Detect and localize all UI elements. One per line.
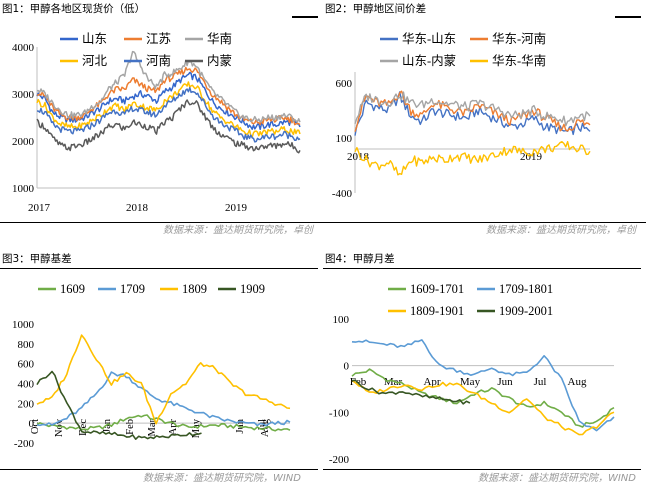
y-tick-label: 400 xyxy=(18,379,35,391)
y-tick-label: 100 xyxy=(336,133,353,145)
x-tick-label: Aug xyxy=(568,376,587,388)
legend-label: 山东 xyxy=(82,32,107,46)
source-note: 数据来源：盛达期货研究院，卓创 xyxy=(486,225,636,236)
x-tick-label: 2018 xyxy=(126,202,149,214)
x-tick-label: Jun xyxy=(235,418,246,433)
legend-label: 华东-河南 xyxy=(492,31,546,46)
title-rule xyxy=(0,268,318,269)
x-tick-label: Dec xyxy=(78,419,89,436)
legend-label: 1609 xyxy=(60,282,85,296)
legend-label: 江苏 xyxy=(146,31,171,46)
y-tick-label: 200 xyxy=(18,398,35,410)
source-note: 数据来源：盛达期货研究院，WIND xyxy=(142,473,301,484)
series-line xyxy=(354,140,591,176)
y-tick-label: 600 xyxy=(18,359,35,371)
x-tick-label: 2019 xyxy=(520,151,543,163)
legend-label: 1609-1701 xyxy=(410,282,464,296)
legend-label: 山东-内蒙 xyxy=(402,54,456,68)
legend-label: 华东-华南 xyxy=(492,53,546,68)
legend-label: 河北 xyxy=(82,54,108,68)
x-tick-label: Apr xyxy=(423,376,440,388)
chart-title: 图1：甲醇各地区现货价（低） xyxy=(2,3,146,15)
series-line xyxy=(351,379,471,405)
series-line xyxy=(351,368,615,428)
source-rule xyxy=(0,469,318,470)
y-tick-label: -200 xyxy=(14,438,35,450)
x-tick-label: Mar xyxy=(147,419,158,437)
y-tick-label: 1000 xyxy=(12,183,35,195)
legend-label: 1909-2001 xyxy=(499,304,553,318)
x-tick-label: Jul xyxy=(257,419,268,431)
series-line xyxy=(36,71,301,131)
series-line xyxy=(351,379,615,436)
legend-label: 1809-1901 xyxy=(410,304,464,318)
title-rule xyxy=(292,16,318,18)
source-rule xyxy=(0,222,323,223)
chart-panel-1: 图1：甲醇各地区现货价（低） 1000 2000 3000 4000 2017 2018 2… xyxy=(0,0,323,242)
x-tick-label: Nov xyxy=(54,418,65,437)
series-line xyxy=(36,334,291,425)
chart-title: 图4：甲醇月差 xyxy=(325,253,395,265)
y-tick-label: -400 xyxy=(332,188,353,200)
y-tick-label: 1000 xyxy=(12,319,35,331)
source-rule xyxy=(323,469,641,470)
legend-label: 1709-1801 xyxy=(499,282,553,296)
y-tick-label: 100 xyxy=(333,314,350,326)
y-tick-label: -200 xyxy=(329,454,350,466)
x-tick-label: 2017 xyxy=(28,202,51,214)
legend-label: 华东-山东 xyxy=(402,31,456,46)
series-line xyxy=(354,91,591,127)
x-tick-label: Oct xyxy=(30,419,41,434)
series-line xyxy=(36,50,301,123)
y-tick-label: -100 xyxy=(329,407,350,419)
x-tick-label: Jul xyxy=(534,376,547,388)
chart-title: 图3：甲醇基差 xyxy=(2,253,72,265)
y-tick-label: 0 xyxy=(29,418,35,430)
x-tick-label: Mar xyxy=(384,376,403,388)
y-tick-label: 800 xyxy=(18,339,35,351)
chart-panel-4: 图4：甲醇月差 -200 -100 0 100 Feb Mar Apr May Jun Jul Au… xyxy=(323,250,646,485)
series-line xyxy=(36,66,301,126)
series-line xyxy=(36,86,301,143)
series-line xyxy=(354,91,591,136)
legend-label: 内蒙 xyxy=(207,54,232,68)
chart-panel-2: 图2：甲醇地区间价差 -400 100 600 2018 2019 华东-山东 华东-河南山… xyxy=(323,0,646,242)
y-tick-label: 3000 xyxy=(12,89,35,101)
source-note: 数据来源：盛达期货研究院，WIND xyxy=(477,473,636,484)
series-line xyxy=(36,99,301,154)
legend-label: 1909 xyxy=(240,282,265,296)
legend-label: 华南 xyxy=(207,31,232,46)
legend-label: 1809 xyxy=(182,282,207,296)
source-note: 数据来源：盛达期货研究院，卓创 xyxy=(163,225,313,236)
y-tick-label: 0 xyxy=(344,361,350,373)
legend-label: 1709 xyxy=(120,282,145,296)
chart-3-svg: -200 0 200 400 600 800 1000 Oct Nov Dec Jan Feb Mar A… xyxy=(12,282,291,450)
series-line xyxy=(36,371,291,427)
x-tick-label: Feb xyxy=(125,419,136,435)
y-tick-label: 600 xyxy=(336,78,353,90)
x-tick-label: Jan xyxy=(102,418,113,433)
series-line xyxy=(36,370,202,440)
chart-panel-3: 图3：甲醇基差 -200 0 200 400 600 800 1000 Oct Nov Dec Ja… xyxy=(0,250,323,485)
series-line xyxy=(351,339,615,432)
x-tick-label: May xyxy=(460,376,481,388)
source-rule xyxy=(323,222,646,223)
title-rule xyxy=(615,16,641,18)
chart-title: 图2：甲醇地区间价差 xyxy=(325,3,427,15)
title-rule xyxy=(323,268,641,269)
x-tick-label: Jun xyxy=(497,376,513,388)
x-tick-label: Apr xyxy=(168,419,179,436)
y-tick-label: 2000 xyxy=(12,136,35,148)
legend-label: 河南 xyxy=(146,53,171,68)
y-tick-label: 4000 xyxy=(12,42,35,54)
x-tick-label: 2019 xyxy=(225,202,248,214)
